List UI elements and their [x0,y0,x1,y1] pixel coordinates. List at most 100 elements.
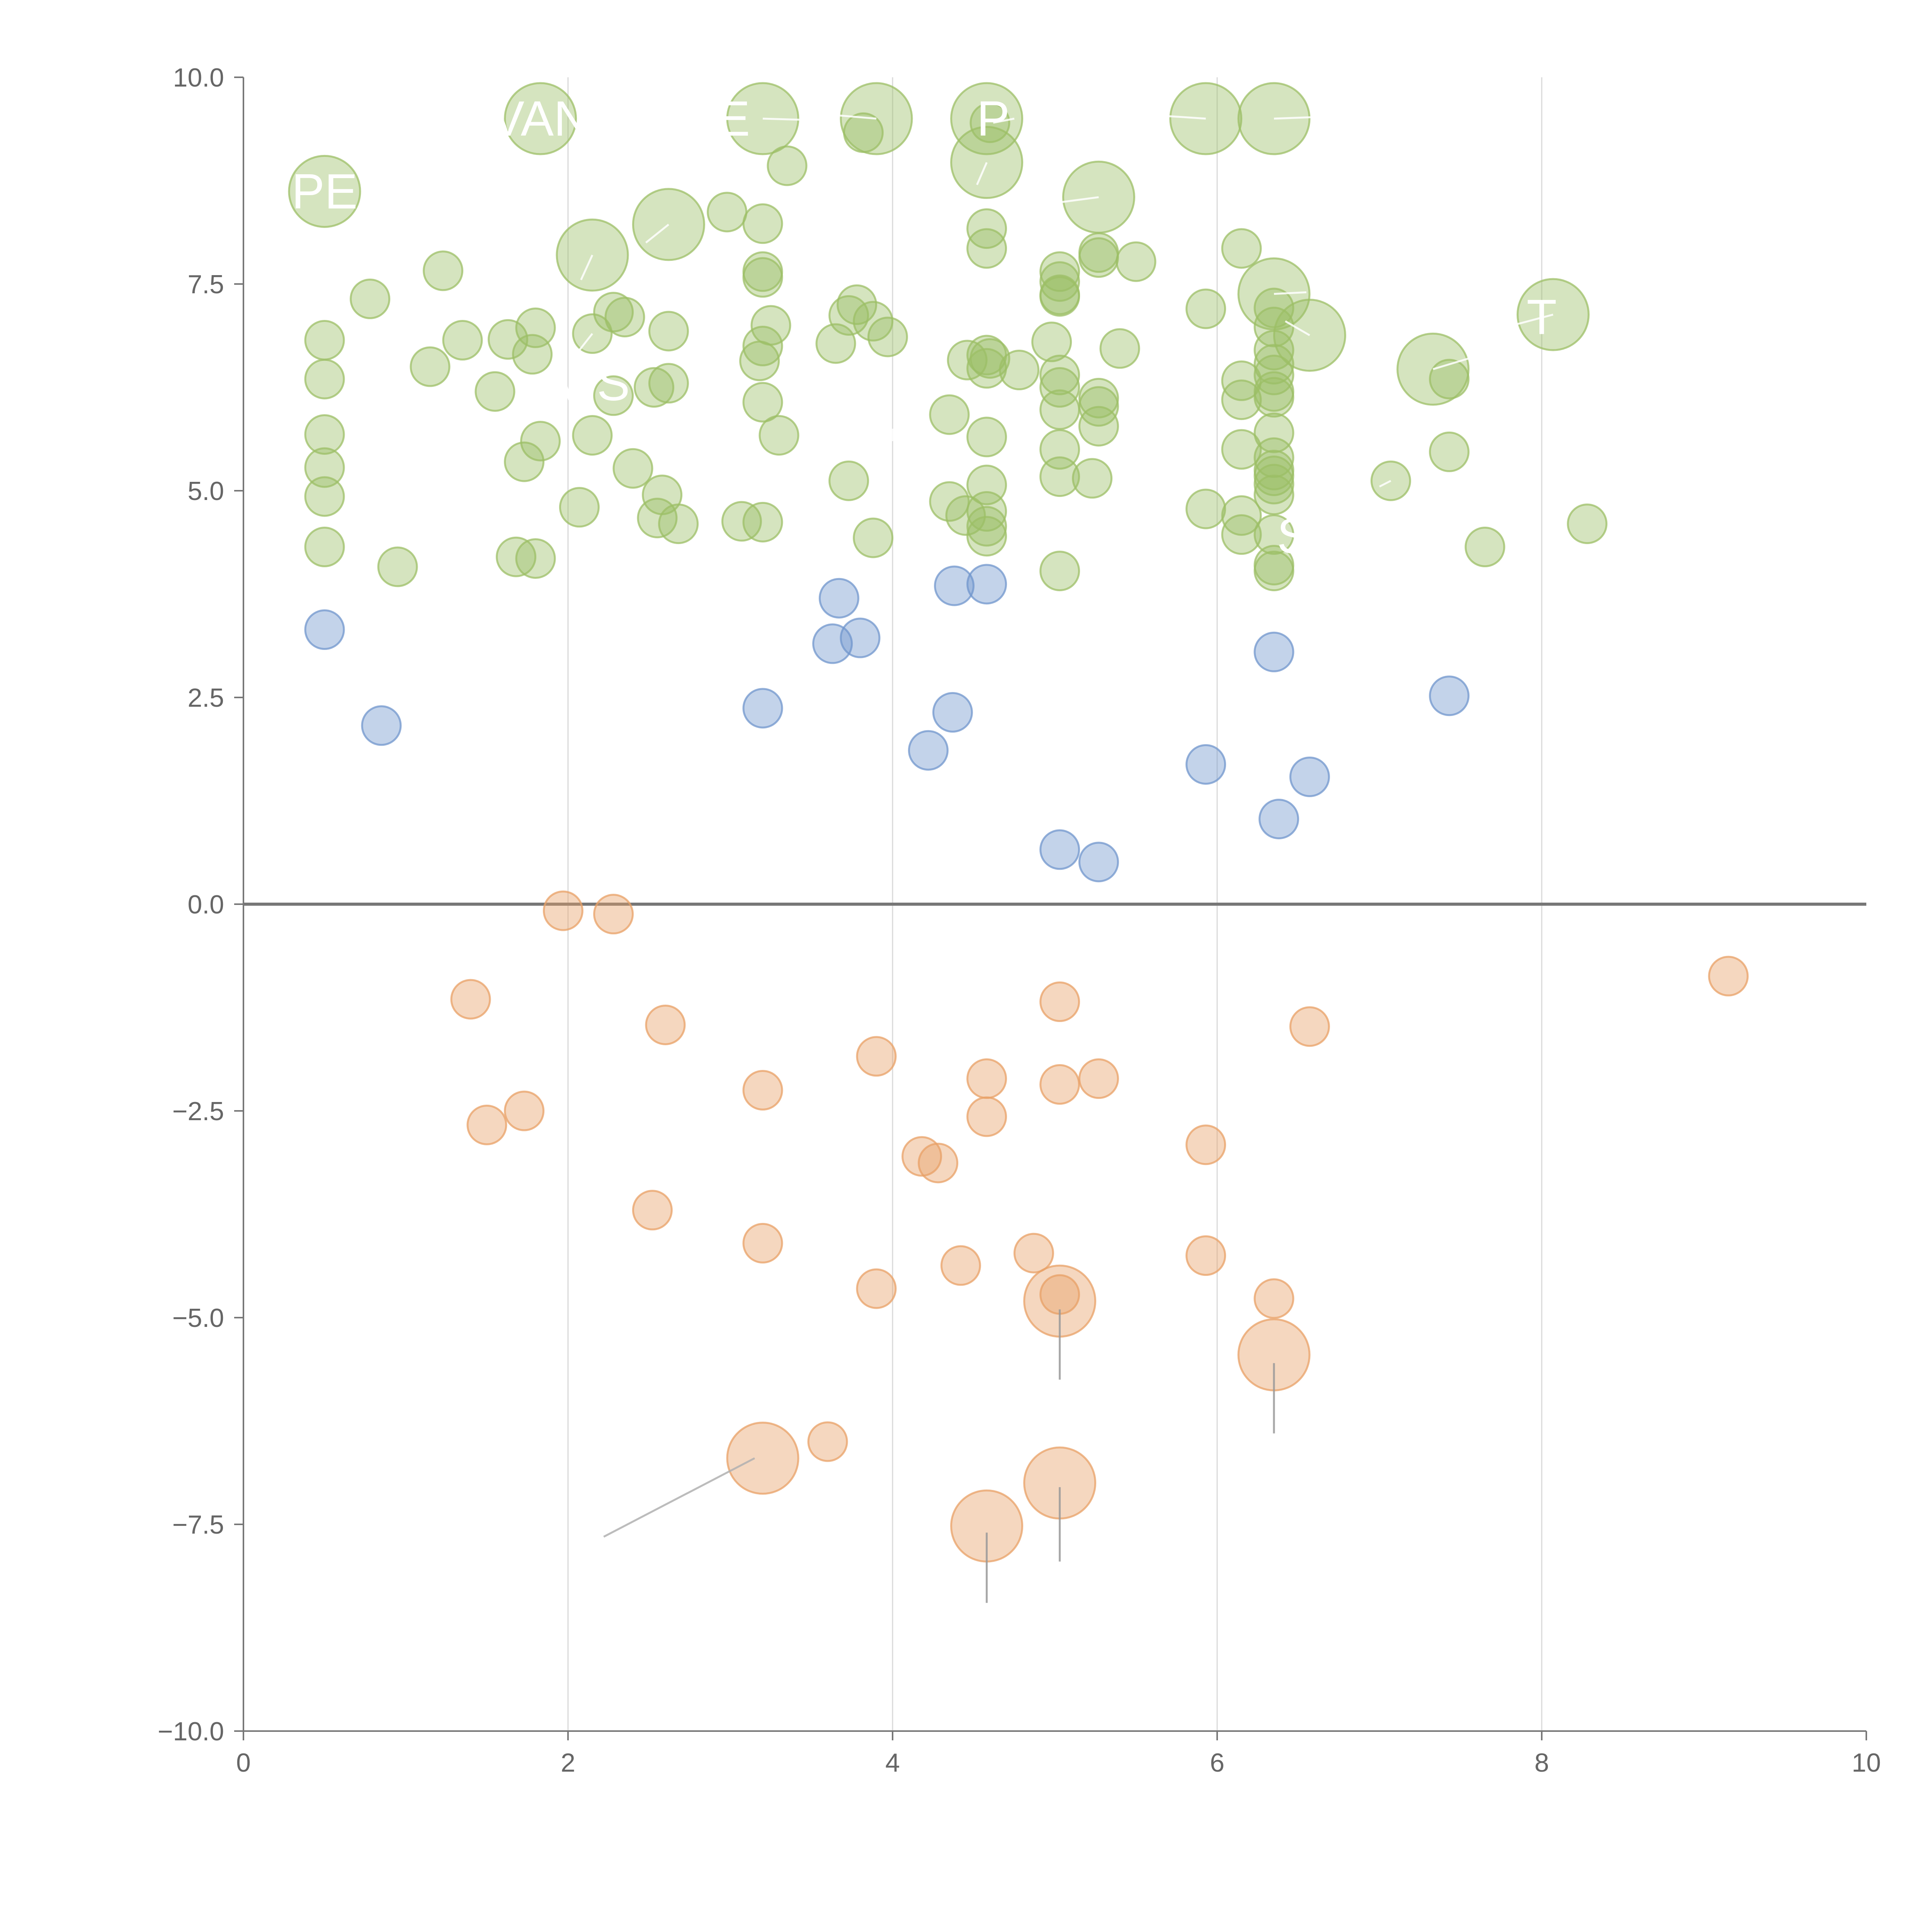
bubble-label: PE [292,164,358,219]
blue-bubble [934,565,975,606]
green-bubble [658,503,699,544]
orange-bubble [901,1136,942,1177]
green-bubble [1253,306,1294,347]
green-bubble [1221,514,1262,555]
leader-line [993,117,1015,124]
blue-bubble [1078,842,1119,883]
leader-line [976,162,988,185]
green-bubble [742,326,783,366]
leader-line [1512,313,1554,327]
green-bubble [947,340,988,381]
green-bubble [1039,251,1080,292]
x-tick-label: 2 [561,1748,575,1777]
bubble-label: T [1527,290,1557,345]
green-bubble [1078,378,1119,418]
orange-bubble [1039,981,1080,1022]
green-bubble [648,363,689,404]
x-tick-label: 0 [236,1748,251,1777]
green-bubble [1221,379,1262,420]
green-bubble [1039,389,1080,430]
orange-bubble [1289,1006,1330,1047]
green-bubble [648,311,689,352]
x-tick-label: 4 [885,1748,900,1777]
green-bubble [742,257,783,298]
green-bubble [853,301,894,342]
leader-line [603,1457,755,1538]
green-bubble [1185,288,1226,329]
green-bubble [742,203,783,244]
green-bubble [488,319,529,360]
bubble-label: S [597,356,630,411]
leader-line [580,255,594,281]
green-bubble [304,320,345,361]
leader-line [1379,480,1391,488]
orange-bubble [966,1058,1007,1099]
green-bubble [1185,488,1226,529]
green-bubble [515,538,556,579]
green-bubble [867,316,908,357]
green-bubble [837,284,878,325]
y-tick-label: 10.0 [173,63,224,92]
green-bubble [634,367,675,408]
green-bubble [966,348,1007,389]
blue-bubble [361,705,402,746]
green-bubble [350,279,391,320]
green-bubble [1253,354,1294,395]
y-tick-label: 2.5 [187,683,224,713]
green-bubble [504,441,545,482]
orange-bubble [856,1036,897,1077]
green-bubble [1253,330,1294,371]
blue-bubble [1289,756,1330,797]
green-bubble [929,394,970,435]
blue-bubble [812,623,853,664]
green-bubble [1253,551,1294,592]
blue-bubble [1185,744,1226,785]
tick-labels: 0 2 4 6 8 10 −10.0 −7.5 −5.0 −2.5 0.0 2.5 5.0 7.5 10.0 [158,63,1881,1777]
green-bubble [512,334,553,375]
y-tick-label: −5.0 [172,1303,224,1333]
green-bubble [1039,261,1080,302]
blue-bubble [742,688,783,729]
green-bubble [559,487,600,528]
green-bubble [1253,464,1294,505]
orange-bubble [1708,956,1749,997]
orange-bubble [466,1104,507,1145]
green-bubble [1429,431,1470,472]
green-bubble [593,292,634,333]
green-bubble [423,250,464,291]
green-bubble [828,460,869,501]
green-bubble [1253,474,1294,515]
green-bubble [304,359,345,400]
green-bubble [966,491,1007,532]
orange-bubble [450,979,491,1020]
leader-line [827,113,877,120]
green-bubble [377,546,418,587]
leader-line [1432,357,1469,370]
blue-bubble [1253,631,1294,672]
green-bubble [759,415,799,456]
green-bubble [1039,276,1080,317]
green-bubble [304,476,345,517]
green-bubble [966,506,1007,547]
y-tick-label: −7.5 [172,1510,224,1539]
bubble-label: E [717,91,750,146]
green-bubble [966,516,1007,557]
blue-bubble [304,609,345,650]
green-bubble [1221,228,1262,269]
blue-bubble [932,692,973,733]
green-bubble [767,145,808,186]
blue-bubble [1259,799,1299,840]
green-bubble [515,307,556,348]
orange-bubble [1185,1124,1226,1165]
green-bubble [1039,551,1080,592]
bubble-label: A [540,356,573,411]
orange-bubble [940,1245,981,1286]
orange-bubble [742,1223,783,1264]
orange-bubble [543,890,583,931]
green-bubble [945,495,986,536]
green-bubble [504,82,577,155]
blue-bubble [818,578,859,619]
x-tick-label: 10 [1852,1748,1881,1777]
green-bubble [721,501,762,542]
